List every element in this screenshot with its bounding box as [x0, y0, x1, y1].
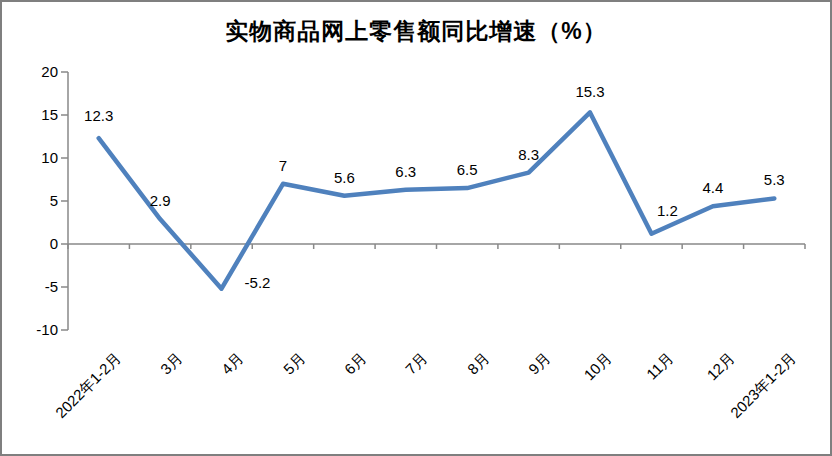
data-series-line	[99, 112, 775, 288]
line-chart-plot-area	[2, 2, 830, 454]
chart-container: 实物商品网上零售额同比增速（%） 20151050-5-102022年1-2月3…	[0, 0, 832, 456]
